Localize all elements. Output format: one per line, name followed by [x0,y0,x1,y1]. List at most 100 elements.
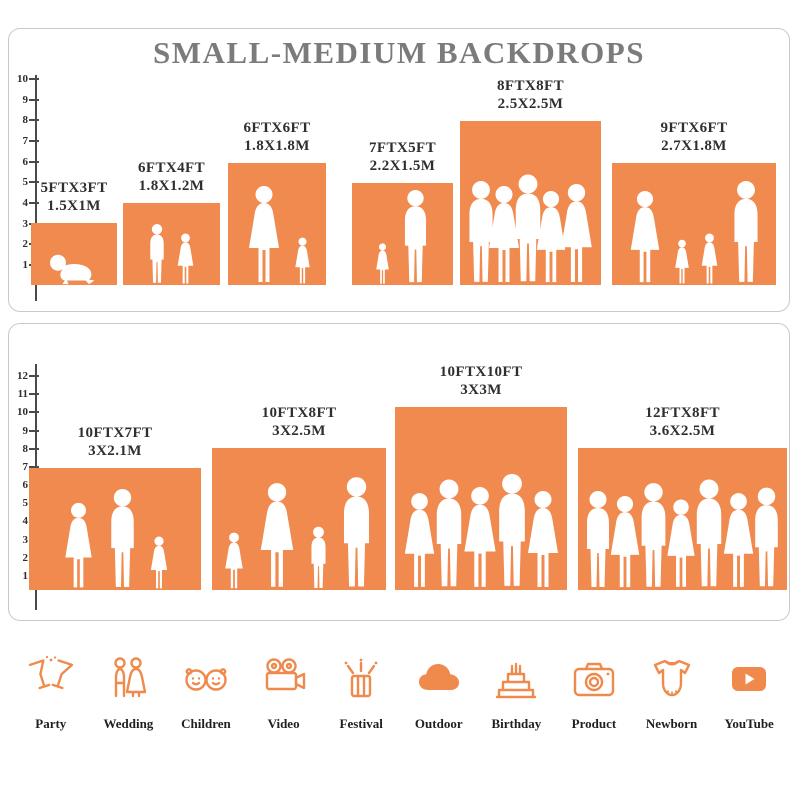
ruler-axis [35,75,37,301]
backdrop-size-label: 10FTX10FT 3X3M [439,363,523,399]
backdrop-size-label: 8FTX8FT 2.5X2.5M [497,77,564,113]
large-panel: 12 11 10 9 8 7 6 5 4 3 2 1 10FTX7FT 3X2.… [8,323,790,621]
category-wedding: Wedding [90,652,168,732]
category-label: Festival [339,716,383,731]
video-camera-icon [259,652,309,704]
backdrop-8ftx8ft: 8FTX8FT 2.5X2.5M [460,77,601,285]
backdrop-size-label: 10FTX8FT 3X2.5M [261,404,337,440]
youtube-play-icon [724,652,774,704]
category-product: Product [555,652,633,732]
woman-silhouette [59,502,98,590]
baby-silhouette [46,253,102,285]
backdrop-size-label: 7FTX5FT 2.2X1.5M [369,139,436,175]
backdrop-rect [212,448,386,590]
girl-silhouette [147,536,171,590]
category-label: YouTube [724,716,774,731]
girl-silhouette [698,233,721,285]
category-video: Video [245,652,323,732]
backdrop-size-label: 9FTX6FT 2.7X1.8M [660,119,728,155]
backdrop-6ftx4ft: 6FTX4FT 1.8X1.2M [123,159,220,285]
category-label: Birthday [491,716,542,731]
cloud-icon [414,652,464,704]
ruler-tick: 11 [13,388,39,400]
backdrop-rect [460,121,601,285]
category-label: Newborn [645,716,698,731]
backdrop-rect [31,223,117,285]
man-silhouette [104,488,141,590]
woman-silhouette [253,482,301,590]
girl-silhouette [221,532,247,590]
backdrop-7ftx5ft: 7FTX5FT 2.2X1.5M [352,139,453,285]
ruler-tick: 9 [13,425,39,437]
boy-silhouette [146,223,168,285]
ruler-tick: 4 [13,197,39,209]
ruler-tick: 7 [13,135,39,147]
ruler-tick: 12 [13,370,39,382]
category-row: Party Wedding [12,652,788,732]
ruler-tick: 6 [13,156,39,168]
party-glasses-icon [26,652,76,704]
category-youtube: YouTube [710,652,788,732]
girl-silhouette [292,237,313,285]
backdrop-rect [29,468,201,590]
man-silhouette [398,189,433,285]
category-label: Outdoor [414,716,463,731]
category-newborn: Newborn [633,652,711,732]
category-party: Party [12,652,90,732]
category-label: Wedding [103,716,154,731]
category-label: Video [267,716,300,731]
ruler-tick: 5 [13,176,39,188]
backdrop-size-label: 6FTX4FT 1.8X1.2M [138,159,205,195]
backdrop-10ftx10ft: 10FTX10FT 3X3M [395,363,567,590]
small-medium-panel: SMALL-MEDIUM BACKDROPS 10 9 8 7 6 5 4 3 … [8,28,790,312]
backdrop-rect [352,183,453,285]
man-silhouette [336,476,377,590]
backdrop-size-label: 5FTX3FT 1.5X1M [40,179,108,215]
woman-silhouette [521,490,565,590]
backdrop-12ftx8ft: 12FTX8FT 3.6X2.5M [578,404,787,590]
man-silhouette [748,486,785,590]
backdrop-size-label: 10FTX7FT 3X2.1M [77,424,153,460]
birthday-cake-icon [491,652,541,704]
backdrop-rect [578,448,787,590]
backdrop-size-label: 6FTX6FT 1.8X1.8M [243,119,311,155]
man-silhouette [727,180,765,285]
backdrop-9ftx6ft: 9FTX6FT 2.7X1.8M [612,119,776,285]
page-title: SMALL-MEDIUM BACKDROPS [153,35,645,70]
festival-firecracker-icon [336,652,386,704]
backdrop-10ftx8ft: 10FTX8FT 3X2.5M [212,404,386,590]
backdrop-size-label: 12FTX8FT 3.6X2.5M [645,404,720,440]
category-label: Party [35,716,67,731]
ruler-tick: 10 [13,73,39,85]
woman-silhouette [554,183,599,285]
ruler-tick: 8 [13,114,39,126]
photo-camera-icon [569,652,619,704]
backdrop-5ftx3ft: 5FTX3FT 1.5X1M [31,179,117,285]
category-label: Children [181,716,231,731]
backdrop-6ftx6ft: 6FTX6FT 1.8X1.8M [228,119,326,285]
toddler-silhouette [373,243,392,285]
ruler-tick: 10 [13,406,39,418]
ruler-tick: 8 [13,443,39,455]
woman-silhouette [624,190,666,285]
category-label: Product [571,716,617,731]
category-children: Children [167,652,245,732]
backdrop-rect [123,203,220,285]
backdrop-10ftx7ft: 10FTX7FT 3X2.1M [29,424,201,590]
boy-silhouette [307,526,330,590]
woman-silhouette [242,185,286,285]
backdrop-rect [612,163,776,285]
wedding-couple-icon [103,652,153,704]
category-birthday: Birthday [478,652,556,732]
backdrop-rect [228,163,326,285]
girl-silhouette [672,239,692,285]
baby-onesie-icon [647,652,697,704]
girl-silhouette [174,233,197,285]
category-outdoor: Outdoor [400,652,478,732]
ruler-tick: 7 [13,461,39,473]
backdrop-rect [395,407,567,590]
children-faces-icon [181,652,231,704]
category-festival: Festival [322,652,400,732]
ruler-tick: 9 [13,94,39,106]
